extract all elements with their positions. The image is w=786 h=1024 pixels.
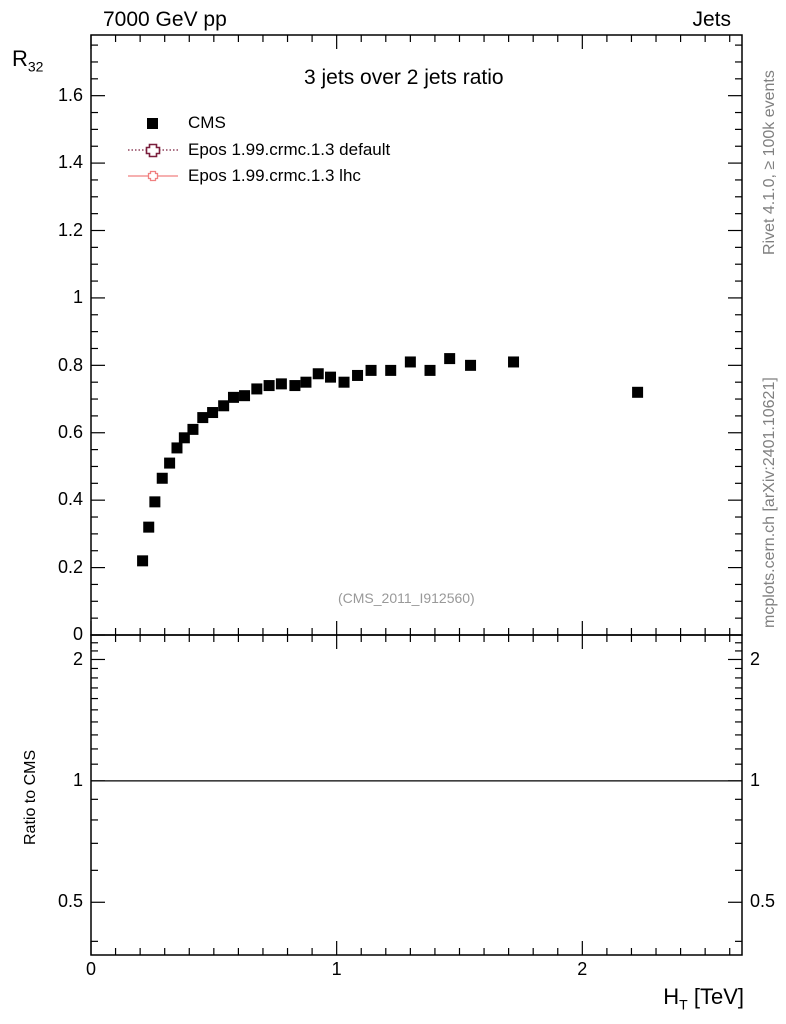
legend-cms-label: CMS (188, 113, 226, 132)
cms-data-point (404, 356, 416, 368)
analysis-id: (CMS_2011_I912560) (338, 590, 475, 606)
cms-data-point (171, 442, 183, 454)
cms-data-point (149, 496, 161, 508)
cms-data-point (137, 555, 149, 567)
main-x-ticks (90, 35, 731, 635)
y-tick-label: 0.8 (57, 354, 83, 375)
cms-data-point (312, 368, 324, 380)
y-axis-label: R32 (12, 46, 43, 74)
mcplots-label: mcplots.cern.ch [arXiv:2401.10621] (761, 377, 778, 628)
legend-epos-lhc-marker (128, 170, 178, 182)
cms-data-point (365, 364, 377, 376)
y-tick-label: 1.4 (57, 152, 83, 173)
category-label: Jets (692, 8, 731, 31)
y-tick-label: 1.2 (57, 219, 83, 240)
plot-title: 3 jets over 2 jets ratio (304, 66, 504, 89)
cms-data-point (156, 472, 168, 484)
ratio-plot-frame (90, 634, 743, 956)
energy-label: 7000 GeV pp (103, 8, 227, 31)
ratio-y-axis-label: Ratio to CMS (22, 749, 39, 845)
cms-data-series (137, 353, 644, 567)
y-axis-label-sub: 32 (27, 58, 44, 75)
cms-data-point (178, 432, 190, 444)
y-tick-label: 0.2 (57, 556, 83, 577)
cms-data-point (465, 359, 477, 371)
legend-epos-default-label: Epos 1.99.crmc.1.3 default (188, 140, 391, 159)
ratio-y-tick-label-right: 0.5 (750, 891, 776, 912)
y-tick-label: 0.6 (57, 421, 83, 442)
x-tick-label: 0 (85, 959, 97, 980)
cms-data-point (143, 521, 155, 533)
cms-data-point (385, 364, 397, 376)
ratio-y-tick-label-right: 1 (750, 770, 761, 791)
cms-data-point (275, 378, 287, 390)
cms-data-point (227, 391, 239, 403)
ratio-y-tick-label: 1 (72, 770, 83, 791)
cms-data-point (218, 400, 230, 412)
legend-epos-default-marker (128, 143, 178, 158)
y-tick-label: 1 (72, 287, 83, 308)
cms-data-point (289, 380, 301, 392)
cms-data-point (352, 369, 364, 381)
cms-data-point (508, 356, 520, 368)
cms-data-point (338, 376, 350, 388)
legend-cms-marker (147, 118, 158, 129)
main-y-axis (91, 44, 742, 636)
legend (128, 118, 178, 182)
legend-epos-lhc-label: Epos 1.99.crmc.1.3 lhc (188, 166, 361, 185)
x-tick-label: 1 (331, 959, 342, 980)
cms-data-point (632, 386, 644, 398)
ratio-x-axis (90, 635, 731, 955)
x-axis-label: HT [TeV] (663, 984, 744, 1012)
cms-data-point (325, 371, 337, 383)
cms-data-point (300, 376, 312, 388)
cms-data-point (197, 412, 209, 424)
ratio-y-tick-label: 2 (72, 648, 83, 669)
rivet-version-label: Rivet 4.1.0, ≥ 100k events (761, 70, 778, 255)
cms-data-point (251, 383, 263, 395)
x-axis-label-unit: [TeV] (693, 984, 744, 1009)
cms-data-point (263, 380, 275, 392)
cms-data-point (444, 353, 456, 365)
cms-data-point (187, 423, 199, 435)
ratio-y-tick-label: 0.5 (57, 891, 83, 912)
cms-data-point (424, 364, 436, 376)
ratio-y-tick-label-right: 2 (750, 648, 761, 669)
x-tick-label: 2 (577, 959, 588, 980)
cms-data-point (207, 407, 219, 419)
y-tick-label: 0.4 (57, 489, 83, 510)
ratio-y-axis (91, 642, 742, 942)
y-tick-label: 0 (72, 624, 83, 645)
y-tick-label: 1.6 (57, 84, 83, 105)
x-axis-label-main: H (663, 984, 680, 1009)
y-axis-label-main: R (12, 46, 28, 71)
x-axis-label-sub: T (679, 996, 688, 1013)
cms-data-point (164, 457, 176, 469)
cms-data-point (239, 390, 251, 402)
